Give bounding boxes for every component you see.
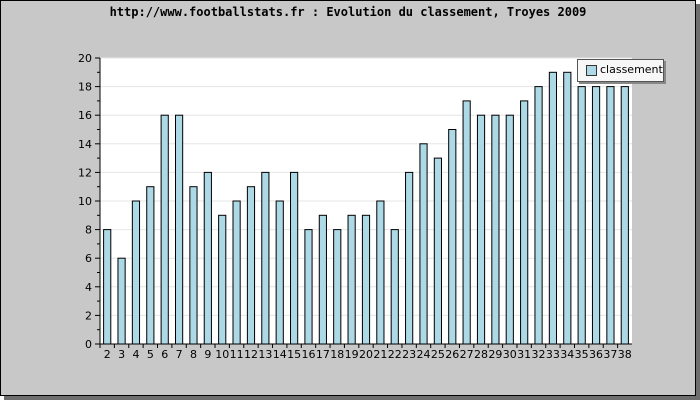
bar — [117, 257, 126, 345]
x-tick-label: 33 — [546, 348, 560, 361]
bar — [261, 171, 270, 345]
x-tick-label: 20 — [359, 348, 373, 361]
x-tick-label: 27 — [460, 348, 474, 361]
x-tick-labels: 2 3 4 5 6 7 8 9 10 11 12 13 14 15 16 17 18 19 20 21 22 23 24 25… — [104, 348, 632, 361]
bar — [476, 114, 486, 345]
bar — [103, 229, 112, 345]
x-tick-label: 12 — [244, 348, 258, 361]
bar — [174, 114, 184, 345]
x-tick-label: 4 — [132, 348, 139, 361]
bar — [548, 71, 558, 345]
y-tick-label: 12 — [78, 166, 92, 179]
x-tick-label: 21 — [373, 348, 387, 361]
x-tick-label: 10 — [215, 348, 229, 361]
y-tick-label: 18 — [78, 81, 92, 94]
bar — [577, 86, 586, 345]
bar — [160, 114, 169, 345]
y-tick-label: 20 — [78, 52, 92, 65]
bar — [304, 229, 313, 345]
bar — [405, 171, 414, 345]
x-tick-label: 19 — [345, 348, 359, 361]
bar — [491, 114, 500, 345]
bar — [131, 200, 141, 345]
bar — [563, 71, 572, 345]
x-tick-label: 15 — [287, 348, 301, 361]
x-tick-label: 8 — [190, 348, 197, 361]
x-tick-label: 34 — [560, 348, 574, 361]
bar — [290, 171, 299, 345]
bar — [419, 143, 428, 345]
x-tick-label: 18 — [330, 348, 344, 361]
bar — [520, 100, 529, 345]
bar — [433, 157, 442, 345]
x-tick-label: 30 — [503, 348, 517, 361]
y-tick-labels: 0 2 4 6 8 10 12 14 16 18 20 — [78, 52, 92, 351]
chart-title: http://www.footballstats.fr : Evolution … — [109, 5, 587, 19]
y-tick-label: 4 — [85, 281, 92, 294]
bar — [246, 186, 256, 345]
bar — [318, 214, 327, 345]
bar — [189, 186, 198, 345]
bar — [448, 129, 457, 345]
x-tick-label: 35 — [575, 348, 589, 361]
y-tick-label: 0 — [85, 338, 92, 351]
y-tick-label: 16 — [78, 109, 92, 122]
y-tick-label: 14 — [78, 138, 92, 151]
x-tick-label: 11 — [230, 348, 244, 361]
bar — [606, 86, 615, 345]
x-tick-label: 31 — [517, 348, 531, 361]
bar — [620, 86, 629, 345]
x-tick-label: 38 — [618, 348, 632, 361]
bar — [376, 200, 385, 345]
bar — [534, 86, 543, 345]
bar — [333, 229, 342, 345]
x-tick-label: 9 — [204, 348, 211, 361]
x-tick-label: 28 — [474, 348, 488, 361]
axes — [95, 57, 632, 348]
x-tick-label: 5 — [147, 348, 154, 361]
x-tick-label: 17 — [316, 348, 330, 361]
x-tick-label: 32 — [532, 348, 546, 361]
bar — [462, 100, 471, 345]
x-tick-label: 26 — [445, 348, 459, 361]
bar — [591, 86, 601, 345]
x-tick-label: 25 — [431, 348, 445, 361]
x-tick-label: 14 — [273, 348, 287, 361]
x-tick-label: 24 — [417, 348, 431, 361]
legend-swatch — [586, 65, 597, 76]
bar — [361, 214, 371, 345]
x-tick-label: 3 — [118, 348, 125, 361]
bar — [505, 114, 514, 345]
bar — [146, 186, 155, 345]
bar — [232, 200, 241, 345]
x-tick-label: 36 — [589, 348, 603, 361]
legend-label: classement — [600, 63, 663, 76]
x-tick-label: 6 — [161, 348, 168, 361]
x-tick-label: 29 — [488, 348, 502, 361]
bar — [275, 200, 284, 345]
y-tick-label: 10 — [78, 195, 92, 208]
x-tick-label: 23 — [402, 348, 416, 361]
x-tick-label: 7 — [176, 348, 183, 361]
x-tick-label: 22 — [388, 348, 402, 361]
bar — [203, 171, 212, 345]
bar-series — [103, 71, 629, 345]
y-tick-label: 8 — [85, 224, 92, 237]
x-tick-label: 37 — [603, 348, 617, 361]
x-tick-label: 2 — [104, 348, 111, 361]
y-tick-label: 6 — [85, 252, 92, 265]
legend: classement — [577, 59, 664, 82]
x-tick-label: 13 — [258, 348, 272, 361]
bar — [390, 229, 399, 345]
bar — [218, 214, 227, 345]
y-tick-label: 2 — [85, 309, 92, 322]
bar — [347, 214, 356, 345]
x-tick-label: 16 — [301, 348, 315, 361]
